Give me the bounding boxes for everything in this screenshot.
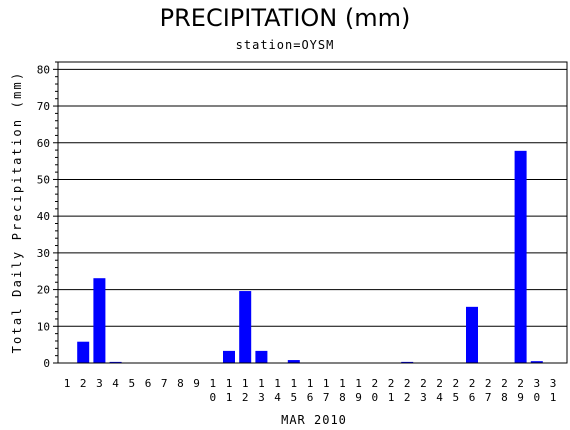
bar-day-30 <box>530 361 543 363</box>
x-tick-label: 7 <box>161 377 168 390</box>
bar-day-4 <box>109 361 122 363</box>
bar-day-11 <box>223 350 235 363</box>
x-axis-ticks: 1 2 3 4 5 6 7 8 9 1 01 11 21 31 41 51 61 71 81 92 02 12 22 32 42… <box>64 377 557 404</box>
bar-day-3 <box>93 278 106 363</box>
x-tick-label: 3 <box>96 377 103 390</box>
y-tick-label: 60 <box>37 137 50 150</box>
y-tick-label: 70 <box>37 100 50 113</box>
x-tick-label: 6 <box>145 377 152 390</box>
y-tick-label: 80 <box>37 63 50 76</box>
bars <box>77 150 543 363</box>
chart-subtitle: station=OYSM <box>235 38 335 52</box>
plot-frame <box>57 61 568 364</box>
bar-day-22 <box>401 361 414 363</box>
x-tick-label: 8 <box>177 377 184 390</box>
bar-day-15 <box>287 360 300 363</box>
y-axis-label: Total Daily Precipitation (mm) <box>10 71 24 354</box>
bar-day-2 <box>77 341 90 363</box>
chart-title: PRECIPITATION (mm) <box>159 4 411 32</box>
bar-day-26 <box>466 306 478 363</box>
bar-day-29 <box>514 150 527 363</box>
bar-day-12 <box>239 291 252 363</box>
y-tick-label: 20 <box>37 284 50 297</box>
x-tick-label: 4 <box>112 377 119 390</box>
y-tick-label: 30 <box>37 247 50 260</box>
y-tick-label: 10 <box>37 320 50 333</box>
x-tick-label: 5 <box>128 377 135 390</box>
bar-day-13 <box>255 350 268 363</box>
x-tick-label: 1 <box>64 377 71 390</box>
grid-lines <box>58 68 567 327</box>
x-tick-label: 9 <box>193 377 200 390</box>
y-tick-label: 50 <box>37 173 50 186</box>
y-tick-label: 0 <box>43 357 50 370</box>
y-axis-ticks: 0 10 20 30 40 50 60 70 80 <box>37 61 58 370</box>
y-tick-label: 40 <box>37 210 50 223</box>
x-axis-label: MAR 2010 <box>281 413 347 427</box>
x-tick-label: 2 <box>80 377 87 390</box>
